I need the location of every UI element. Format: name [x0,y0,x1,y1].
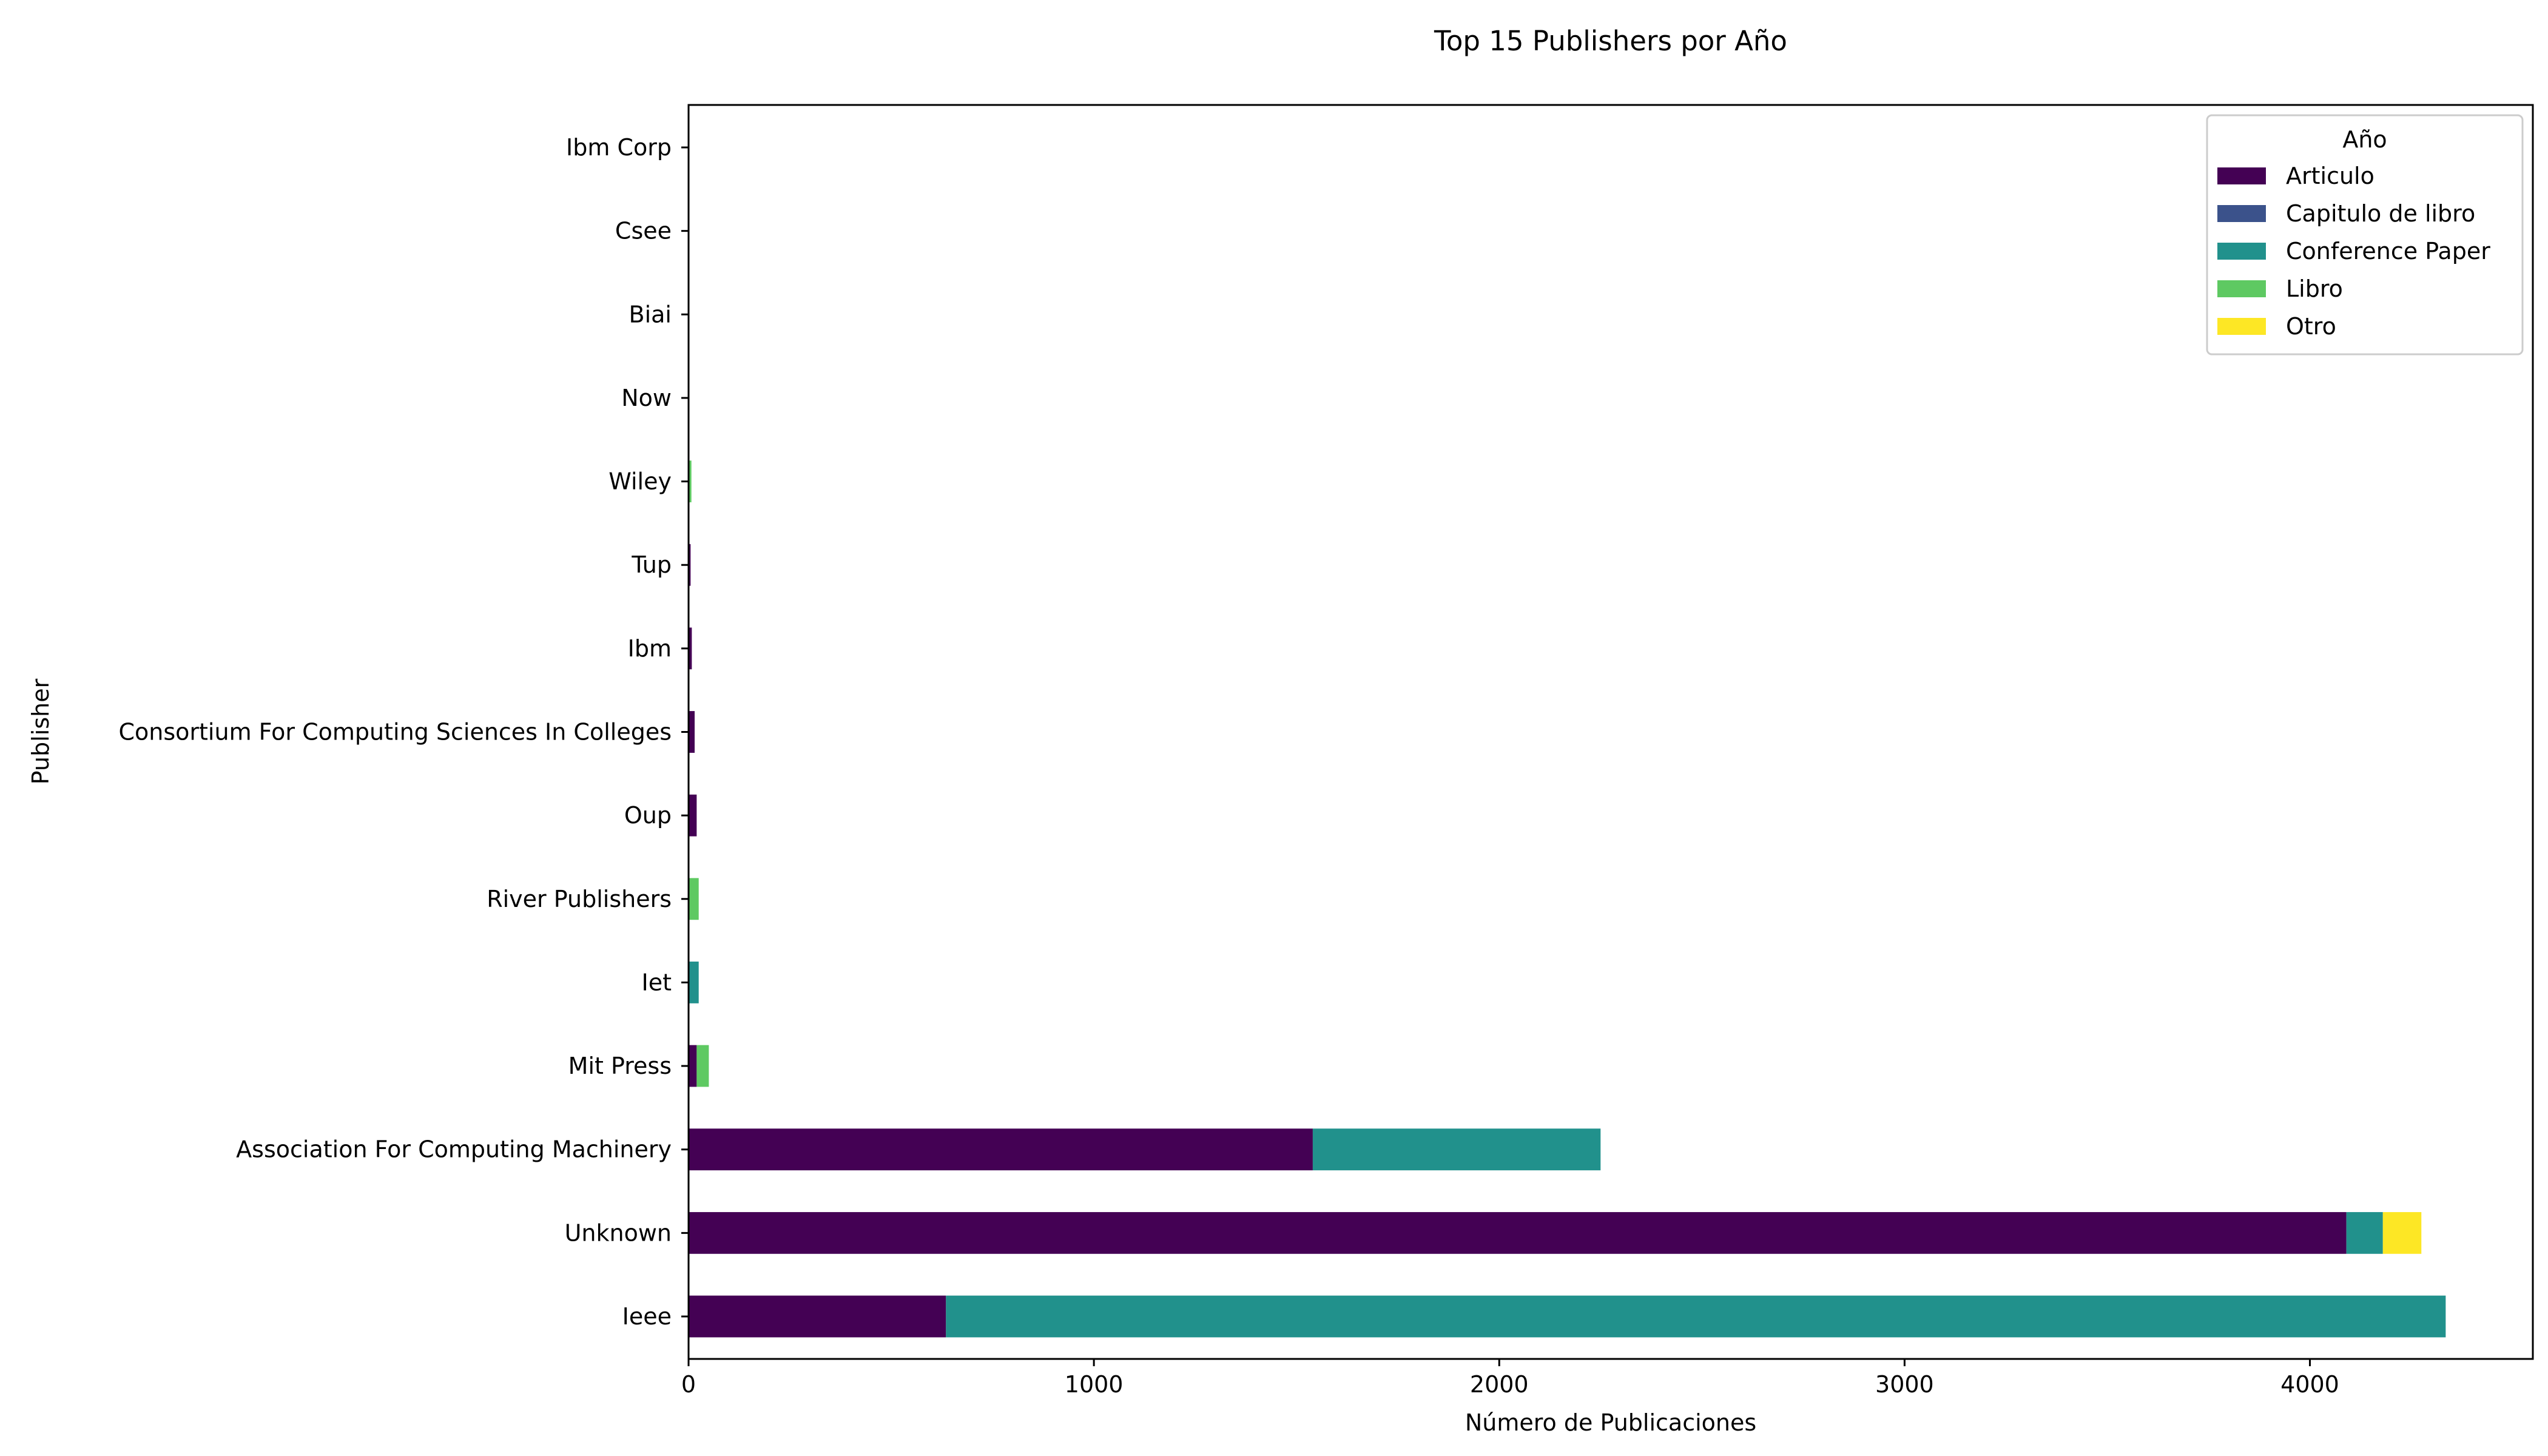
y-tick-label: Ieee [622,1303,672,1330]
legend-swatch [2217,205,2266,222]
bar-segment [689,794,697,837]
bar-segment [689,460,692,502]
x-axis-label: Número de Publicaciones [1465,1409,1756,1436]
y-axis-label: Publisher [27,678,54,784]
y-tick-label: River Publishers [487,886,672,912]
y-tick-label: Unknown [565,1219,672,1246]
y-tick-label: Ibm [628,635,672,662]
bar-segment [2382,1212,2422,1254]
bar-segment [689,878,699,920]
bar-segment [689,962,699,1003]
y-tick-label: Mit Press [568,1053,672,1079]
bar-segment [689,544,691,586]
legend-swatch [2217,280,2266,297]
legend-swatch [2217,243,2266,260]
legend-frame [2206,114,2524,356]
y-tick-label: Oup [624,802,672,829]
legend-swatch [2217,167,2266,184]
bar-segment [689,711,695,753]
y-tick-label: Association For Computing Machinery [236,1136,672,1163]
x-tick-label: 2000 [1470,1371,1529,1398]
bar-segment [2346,1212,2383,1254]
bars-layer [689,126,2446,1338]
bar-segment [946,1295,2446,1338]
x-tick-label: 4000 [2280,1371,2339,1398]
legend-label: Capitulo de libro [2286,200,2475,227]
bar-segment [1312,1128,1601,1171]
legend-swatch [2217,318,2266,335]
y-tick-label: Iet [642,969,672,996]
legend-items: Articulo Capitulo de libro Conference Pape… [2217,163,2490,340]
x-axis: 0 1000 2000 3000 4000 [681,1359,2339,1398]
y-tick-label: Now [621,385,672,411]
legend-label: Conference Paper [2286,238,2490,265]
y-tick-label: Consortium For Computing Sciences In Col… [119,719,672,746]
y-tick-label: Ibm Corp [566,134,672,161]
legend-title: Año [2342,126,2387,153]
y-tick-label: Wiley [608,468,672,495]
bar-segment [689,1295,946,1338]
y-axis: Ieee Unknown Association For Computing Mac… [119,134,689,1330]
bar-segment [689,1212,2347,1254]
y-tick-label: Tup [631,551,672,578]
bar-segment [689,1045,697,1087]
bar-segment [689,627,692,670]
legend-label: Articulo [2286,163,2374,189]
legend-label: Libro [2286,275,2343,302]
x-tick-label: 0 [681,1371,696,1398]
legend: Año Articulo Capitulo de libro Conference … [2206,114,2524,356]
bar-segment [696,1045,709,1087]
bar-segment [689,1128,1313,1171]
y-tick-label: Biai [629,301,672,328]
x-tick-label: 3000 [1875,1371,1934,1398]
x-tick-label: 1000 [1065,1371,1124,1398]
y-tick-label: Csee [615,218,672,244]
legend-label: Otro [2286,313,2336,340]
chart-title: Top 15 Publishers por Año [1434,25,1787,57]
